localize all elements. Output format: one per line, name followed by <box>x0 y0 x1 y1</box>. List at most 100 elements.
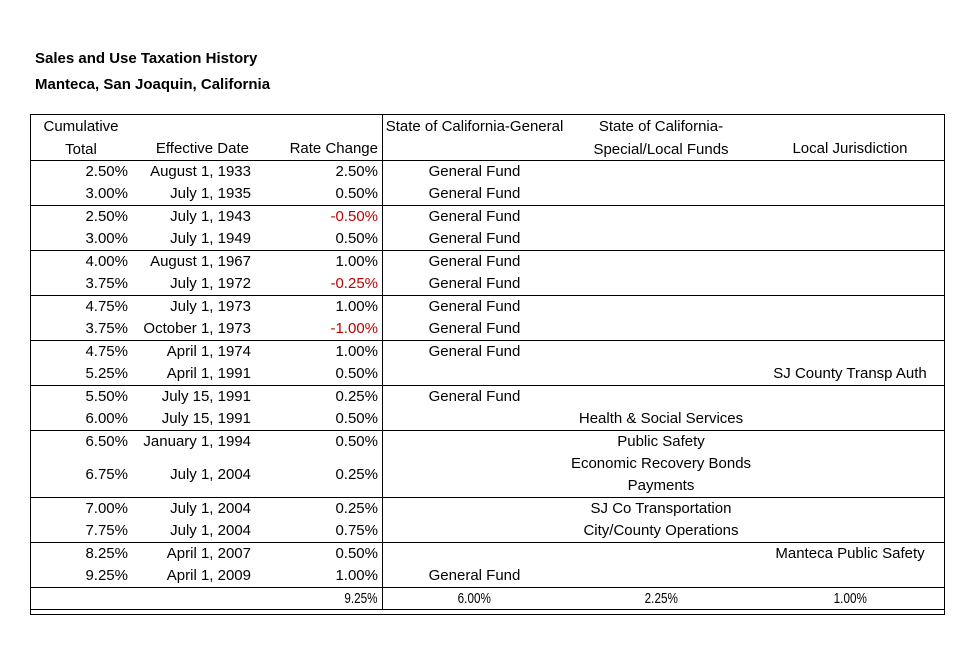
state-general-cell: General Fund <box>382 161 566 183</box>
effective-date-cell: July 1, 2004 <box>170 500 251 517</box>
title-block: Sales and Use Taxation History Manteca, … <box>35 46 270 98</box>
table-header: Cumulative Total Effective Date Rate Cha… <box>31 115 944 161</box>
cumulative-total-cell: 5.25% <box>85 365 128 382</box>
rate-change-cell: 0.50% <box>335 185 378 202</box>
row-group: 8.25% April 1, 2007 0.50% Manteca Public Sa… <box>31 543 944 588</box>
row-group: 4.75% April 1, 1974 1.00% General Fund 5.25%… <box>31 341 944 386</box>
local-jurisdiction-cell <box>756 431 944 453</box>
local-jurisdiction-cell <box>756 565 944 587</box>
header-effective-date: Effective Date <box>131 115 256 160</box>
effective-date-cell: January 1, 1994 <box>143 433 251 450</box>
local-jurisdiction-cell <box>756 183 944 205</box>
table-row: 6.75% July 1, 2004 0.25% Economic Recovery … <box>31 453 944 497</box>
table-row: 2.50% July 1, 1943 -0.50% General Fund <box>31 206 944 228</box>
row-group: 4.00% August 1, 1967 1.00% General Fund 3.75… <box>31 251 944 296</box>
effective-date-cell: July 15, 1991 <box>161 388 251 405</box>
cumulative-total-cell: 6.75% <box>85 466 128 483</box>
table-row: 8.25% April 1, 2007 0.50% Manteca Public Sa… <box>31 543 944 565</box>
state-special-cell <box>566 386 756 408</box>
table-row: 4.75% April 1, 1974 1.00% General Fund <box>31 341 944 363</box>
totals-rate-change-cell: 9.25% <box>256 588 382 609</box>
state-special-cell <box>566 206 756 228</box>
rate-change-cell: 0.50% <box>335 433 378 450</box>
tax-history-table: Cumulative Total Effective Date Rate Cha… <box>30 114 945 615</box>
header-cumulative-total: Cumulative Total <box>31 115 131 160</box>
state-special-cell <box>566 161 756 183</box>
state-general-cell: General Fund <box>382 183 566 205</box>
totals-rate-change-value: 9.25% <box>344 589 378 607</box>
header-state-general: State of California-General <box>382 115 566 160</box>
state-special-cell: Health & Social Services <box>578 410 744 427</box>
row-group: 5.50% July 15, 1991 0.25% General Fund 6.00%… <box>31 386 944 431</box>
totals-date-cell <box>131 588 256 609</box>
effective-date-cell: July 1, 1935 <box>170 185 251 202</box>
cumulative-total-cell: 4.75% <box>85 298 128 315</box>
table-row: 3.00% July 1, 1949 0.50% General Fund <box>31 228 944 250</box>
page-title: Sales and Use Taxation History <box>35 50 258 67</box>
local-jurisdiction-cell <box>756 386 944 408</box>
rate-change-cell: 0.50% <box>335 230 378 247</box>
local-jurisdiction-cell <box>756 273 944 295</box>
totals-cumulative-cell <box>31 588 131 609</box>
cumulative-total-cell: 5.50% <box>85 388 128 405</box>
page-subtitle: Manteca, San Joaquin, California <box>35 76 271 93</box>
state-special-cell: Public Safety <box>617 433 705 450</box>
local-jurisdiction-cell <box>756 341 944 363</box>
cumulative-total-cell: 3.75% <box>85 320 128 337</box>
effective-date-cell: April 1, 2009 <box>166 567 251 584</box>
table-row: 3.75% October 1, 1973 -1.00% General Fund <box>31 318 944 340</box>
totals-state-special-cell: 2.25% <box>566 588 756 609</box>
rate-change-cell: 0.25% <box>335 500 378 517</box>
state-general-cell <box>382 408 566 430</box>
totals-local-jurisdiction-value: 1.00% <box>833 589 867 607</box>
rate-change-cell: -0.25% <box>330 275 378 292</box>
state-general-cell <box>382 498 566 520</box>
cumulative-total-cell: 7.00% <box>85 500 128 517</box>
local-jurisdiction-cell <box>756 453 944 497</box>
header-state-special-line1: State of California- <box>598 118 724 135</box>
table-row: 3.75% July 1, 1972 -0.25% General Fund <box>31 273 944 295</box>
local-jurisdiction-cell <box>756 318 944 340</box>
state-general-cell: General Fund <box>382 565 566 587</box>
header-rate-change: Rate Change <box>256 115 382 160</box>
state-general-cell: General Fund <box>382 296 566 318</box>
cumulative-total-cell: 9.25% <box>85 567 128 584</box>
cumulative-total-cell: 4.00% <box>85 253 128 270</box>
state-general-cell: General Fund <box>382 318 566 340</box>
header-effective-date-label: Effective Date <box>155 140 249 157</box>
state-general-cell: General Fund <box>382 386 566 408</box>
state-special-cell <box>566 341 756 363</box>
row-group: 6.50% January 1, 1994 0.50% Public Safety 6.… <box>31 431 944 498</box>
state-general-cell: General Fund <box>382 273 566 295</box>
cumulative-total-cell: 8.25% <box>85 545 128 562</box>
table-row: 7.00% July 1, 2004 0.25% SJ Co Transportati… <box>31 498 944 520</box>
cumulative-total-cell: 3.75% <box>85 275 128 292</box>
table-row: 6.50% January 1, 1994 0.50% Public Safety <box>31 431 944 453</box>
rate-change-cell: -0.50% <box>330 208 378 225</box>
totals-state-general-value: 6.00% <box>457 589 492 607</box>
table-row: 5.50% July 15, 1991 0.25% General Fund <box>31 386 944 408</box>
row-group: 7.00% July 1, 2004 0.25% SJ Co Transportati… <box>31 498 944 543</box>
state-special-cell <box>566 273 756 295</box>
local-jurisdiction-cell <box>756 498 944 520</box>
local-jurisdiction-cell <box>756 408 944 430</box>
table-row: 5.25% April 1, 1991 0.50% SJ County Transp … <box>31 363 944 385</box>
state-special-cell <box>566 251 756 273</box>
local-jurisdiction-cell: SJ County Transp Auth <box>773 365 927 382</box>
cumulative-total-cell: 3.00% <box>85 185 128 202</box>
state-general-cell: General Fund <box>382 228 566 250</box>
state-general-cell <box>382 543 566 565</box>
rate-change-cell: 1.00% <box>335 253 378 270</box>
cumulative-total-cell: 7.75% <box>85 522 128 539</box>
state-general-cell: General Fund <box>382 251 566 273</box>
effective-date-cell: April 1, 2007 <box>166 545 251 562</box>
header-rate-change-label: Rate Change <box>289 140 378 157</box>
table-row: 7.75% July 1, 2004 0.75% City/County Operat… <box>31 520 944 542</box>
state-general-cell <box>382 363 566 385</box>
state-special-cell <box>566 228 756 250</box>
state-special-cell: City/County Operations <box>583 522 739 539</box>
effective-date-cell: August 1, 1933 <box>150 163 251 180</box>
rate-change-cell: -1.00% <box>330 320 378 337</box>
effective-date-cell: July 1, 2004 <box>170 522 251 539</box>
